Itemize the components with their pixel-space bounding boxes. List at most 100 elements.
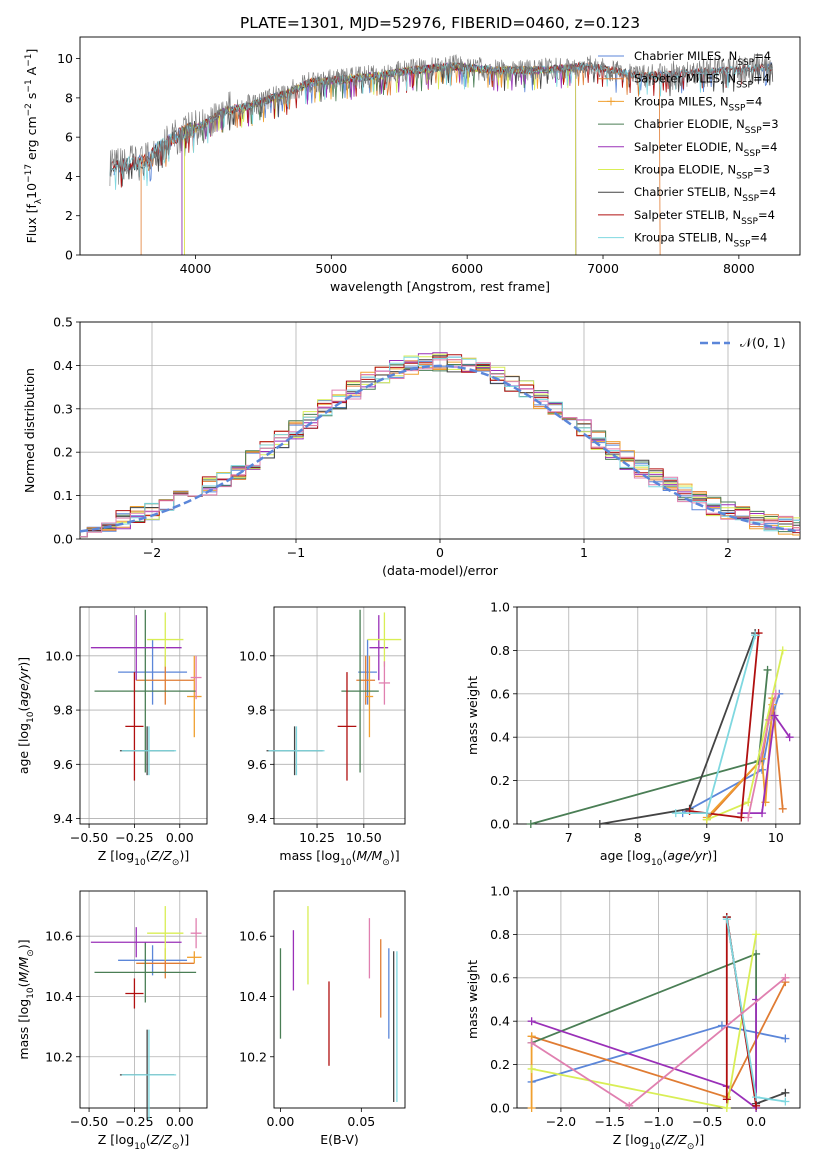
label-part: 10 xyxy=(26,711,36,723)
legend-label: Salpeter ELODIE, NSSP=4 xyxy=(634,140,777,159)
label-part: SSP xyxy=(745,126,762,136)
label-part: )] xyxy=(179,848,189,863)
weight-marker-kroupa_stelib xyxy=(752,1093,761,1102)
label-part: 10 xyxy=(24,183,39,199)
y-axis-label: Normed distribution xyxy=(22,368,37,493)
age-vs-mass-panel: 10.25 10.50 9.4 9.6 9.8 10.0 mass [log10(M/M⊙)… xyxy=(239,606,406,868)
y-tick-label: 4 xyxy=(65,169,73,184)
label-part: (data-model)/error xyxy=(382,563,499,578)
weight-marker-salpeter_elodie xyxy=(758,809,767,818)
axes-frame xyxy=(79,36,801,256)
label-part: =4 xyxy=(745,94,762,108)
y-tick-label: 0 xyxy=(65,248,73,263)
weight-marker-salpeter_elodie xyxy=(785,733,794,742)
legend-label: 𝒩(0, 1) xyxy=(740,335,786,350)
label-part: )] xyxy=(16,657,31,667)
x-tick-label: −2 xyxy=(143,545,161,560)
x-tick-label: 10.50 xyxy=(346,830,382,845)
legend-label: Kroupa STELIB, NSSP=4 xyxy=(634,231,767,250)
observed-spectrum-line xyxy=(109,52,774,187)
label-part: Salpeter MILES, N xyxy=(634,72,736,86)
weight-marker-pink xyxy=(744,813,753,822)
y-tick-label: 6 xyxy=(65,130,73,145)
y-tick-label: 1.0 xyxy=(490,600,510,615)
label-part: ⊙ xyxy=(382,858,390,868)
x-tick-label: −0.50 xyxy=(70,1114,108,1129)
x-axis-label: age [log10(age/yr)] xyxy=(600,848,717,868)
y-tick-label: 9.4 xyxy=(53,811,73,826)
model-line-salpeter_miles xyxy=(140,62,661,255)
x-tick-label: 8000 xyxy=(723,261,755,276)
label-part: ⊙ xyxy=(26,949,36,957)
label-part: 10 xyxy=(649,1142,661,1152)
label-part: −17 xyxy=(24,164,34,183)
x-tick-label: 0.00 xyxy=(166,1114,194,1129)
weight-marker-salpeter_elodie xyxy=(770,711,779,720)
label-part: Flux [f xyxy=(24,204,39,244)
label-part: age/yr xyxy=(16,666,31,707)
label-part: 10 xyxy=(134,1142,146,1152)
label-part: Z [log xyxy=(98,848,134,863)
label-part: SSP xyxy=(737,58,754,68)
label-part: )] xyxy=(179,1132,189,1147)
x-axis-label: Z [log10(Z/Z⊙)] xyxy=(613,1132,704,1152)
label-part: Chabrier MILES, N xyxy=(634,49,737,63)
label-part: ⊙ xyxy=(687,1142,695,1152)
x-tick-label: 10.25 xyxy=(299,830,335,845)
legend-label: Chabrier ELODIE, NSSP=3 xyxy=(634,117,779,136)
y-tick-label: 10.2 xyxy=(45,1049,73,1064)
y-tick-label: 2 xyxy=(65,208,73,223)
weight-marker-kroupa_stelib xyxy=(671,809,680,818)
x-tick-label: −1.0 xyxy=(643,1114,673,1129)
x-axis-label: (data-model)/error xyxy=(382,563,499,578)
x-tick-label: 0 xyxy=(436,545,444,560)
label-part: mass weight xyxy=(465,960,480,1039)
weight-marker-kroupa_elodie xyxy=(752,930,761,939)
y-tick-label: 0.4 xyxy=(490,730,510,745)
y-tick-label: 0.5 xyxy=(53,315,73,330)
weight-marker-chabrier_elodie xyxy=(526,820,535,828)
label-part: Chabrier STELIB, N xyxy=(634,185,742,199)
axes-frame xyxy=(516,606,801,825)
x-tick-label: −1 xyxy=(287,545,305,560)
x-tick-label: 10 xyxy=(768,830,784,845)
weight-marker-chabrier_miles xyxy=(781,1034,790,1043)
label-part: ( xyxy=(662,848,667,863)
weight-line-chabrier_stelib xyxy=(599,632,756,825)
label-part: =4 xyxy=(761,140,778,154)
legend-label: Kroupa MILES, NSSP=4 xyxy=(634,94,762,113)
label-part: ( xyxy=(16,982,31,987)
label-part: mass [log xyxy=(16,999,31,1060)
label-part: −2 xyxy=(24,103,34,116)
x-tick-label: 7000 xyxy=(587,261,619,276)
label-part: )] xyxy=(694,1132,704,1147)
x-tick-label: −0.50 xyxy=(70,830,108,845)
y-tick-label: 10 xyxy=(57,51,73,66)
label-part: Salpeter STELIB, N xyxy=(634,208,741,222)
label-part: ( xyxy=(146,1132,151,1147)
label-part: 10 xyxy=(134,858,146,868)
x-tick-label: 8 xyxy=(634,830,642,845)
y-tick-label: 0.6 xyxy=(490,970,510,985)
axes-frame xyxy=(273,890,406,1109)
label-part: Salpeter ELODIE, N xyxy=(634,140,744,154)
label-part: age [log xyxy=(16,723,31,774)
y-tick-label: 0.6 xyxy=(490,686,510,701)
label-part: M/M xyxy=(357,848,383,863)
label-part: mass [log xyxy=(279,848,340,863)
weight-marker-kroupa_miles xyxy=(527,1104,536,1112)
label-part: SSP xyxy=(734,240,751,250)
y-tick-label: 10.6 xyxy=(239,929,267,944)
model-line-chabrier_elodie xyxy=(181,61,577,255)
label-part: mass weight xyxy=(465,676,480,755)
weight-marker-kroupa_stelib xyxy=(722,915,731,924)
weight-marker-pink xyxy=(781,973,790,982)
gaussian-curve xyxy=(79,364,801,533)
y-tick-label: 9.8 xyxy=(247,703,267,718)
x-tick-label: 0.05 xyxy=(347,1114,375,1129)
label-part: )] xyxy=(390,848,400,863)
label-part: 10 xyxy=(651,858,663,868)
axes-frame xyxy=(516,890,801,1109)
label-part: age/yr xyxy=(667,848,708,863)
